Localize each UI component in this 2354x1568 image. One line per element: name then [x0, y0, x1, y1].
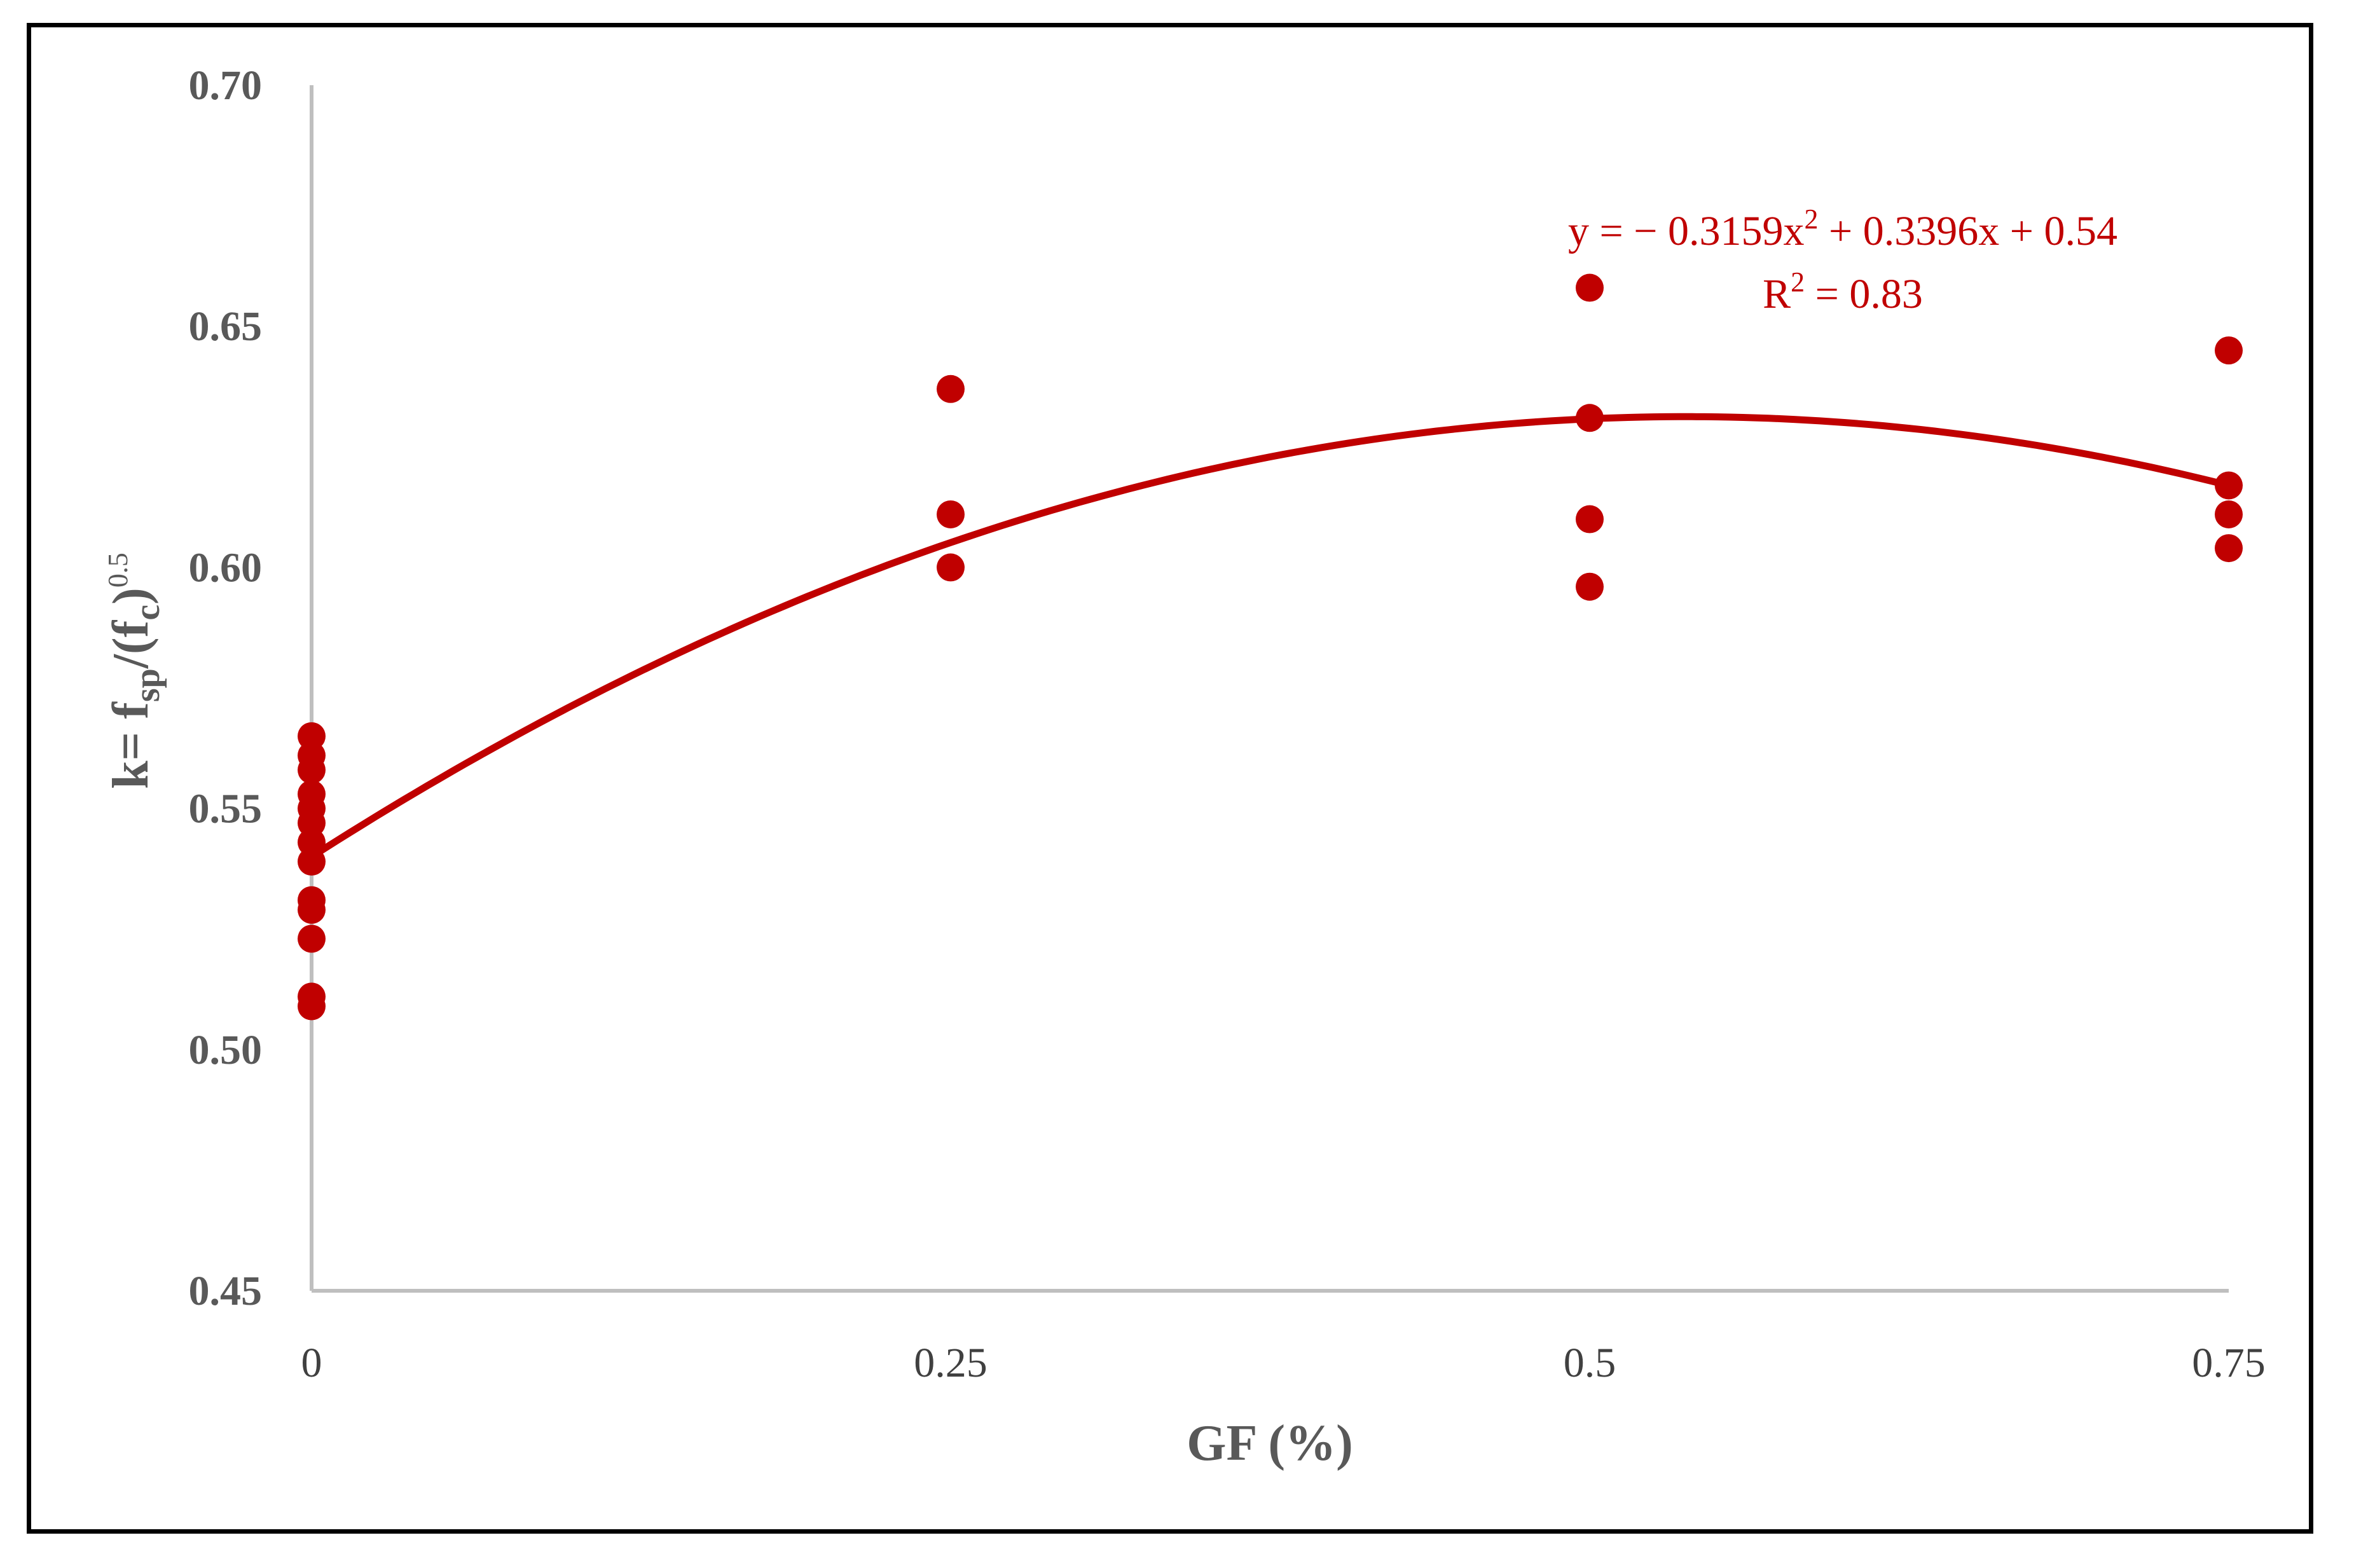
- data-points: [298, 273, 2243, 1021]
- chart-frame: [27, 23, 2313, 1534]
- data-point: [298, 755, 326, 784]
- x-tick-label: 0.5: [1564, 1340, 1616, 1386]
- x-tick-label: 0.75: [2192, 1340, 2266, 1386]
- data-point: [2215, 471, 2243, 500]
- x-tick-labels: 0 0.25 0.5 0.75: [301, 1340, 2266, 1386]
- y-axis-title-prefix: k= f: [103, 701, 159, 789]
- y-tick-labels: 0.45 0.50 0.55 0.60 0.65 0.70: [189, 62, 263, 1314]
- data-point: [937, 500, 965, 528]
- data-point: [2215, 500, 2243, 528]
- trendline: [308, 413, 2233, 860]
- r-squared-lead: R: [1763, 271, 1791, 317]
- y-tick-label: 0.55: [189, 786, 263, 832]
- y-axis-title-sub2: c: [128, 605, 167, 621]
- data-point: [298, 925, 326, 953]
- data-point: [298, 828, 326, 856]
- data-point: [2215, 534, 2243, 563]
- y-axis-title-close: ): [103, 588, 159, 605]
- x-axis-title: GF (%): [1187, 1415, 1353, 1471]
- x-tick-label: 0: [301, 1340, 322, 1386]
- r-squared-sup: 2: [1791, 266, 1805, 298]
- data-point: [298, 895, 326, 924]
- data-point: [298, 992, 326, 1021]
- data-point: [298, 722, 326, 750]
- data-point: [1576, 572, 1604, 601]
- y-tick-label: 0.70: [189, 62, 263, 109]
- data-point: [937, 375, 965, 403]
- data-point: [2215, 336, 2243, 365]
- data-point: [1576, 505, 1604, 533]
- trendline-r-squared: R2 = 0.83: [1763, 266, 1923, 317]
- trendline-equation-lead: y = − 0.3159x: [1568, 208, 1804, 254]
- trendline-equation: y = − 0.3159x2 + 0.3396x + 0.54: [1568, 203, 2117, 254]
- y-axis-title-mid: /(f: [103, 619, 159, 669]
- data-point: [1576, 404, 1604, 432]
- data-point: [937, 553, 965, 582]
- y-tick-label: 0.60: [189, 544, 263, 591]
- y-axis-title-sup: 0.5: [102, 553, 134, 588]
- r-squared-tail: = 0.83: [1805, 271, 1923, 317]
- y-tick-label: 0.50: [189, 1027, 263, 1073]
- y-tick-label: 0.65: [189, 303, 263, 350]
- data-point: [298, 848, 326, 876]
- trendline-equation-sup: 2: [1805, 203, 1819, 235]
- data-point: [298, 809, 326, 837]
- y-axis-title-sub1: sp: [128, 668, 167, 702]
- data-point: [1576, 273, 1604, 302]
- y-tick-label: 0.45: [189, 1268, 263, 1314]
- axes: [310, 85, 2229, 1293]
- y-axis-title: k= fsp/(fc)0.5: [102, 553, 167, 789]
- trendline-equation-tail: + 0.3396x + 0.54: [1819, 208, 2117, 254]
- x-tick-label: 0.25: [914, 1340, 988, 1386]
